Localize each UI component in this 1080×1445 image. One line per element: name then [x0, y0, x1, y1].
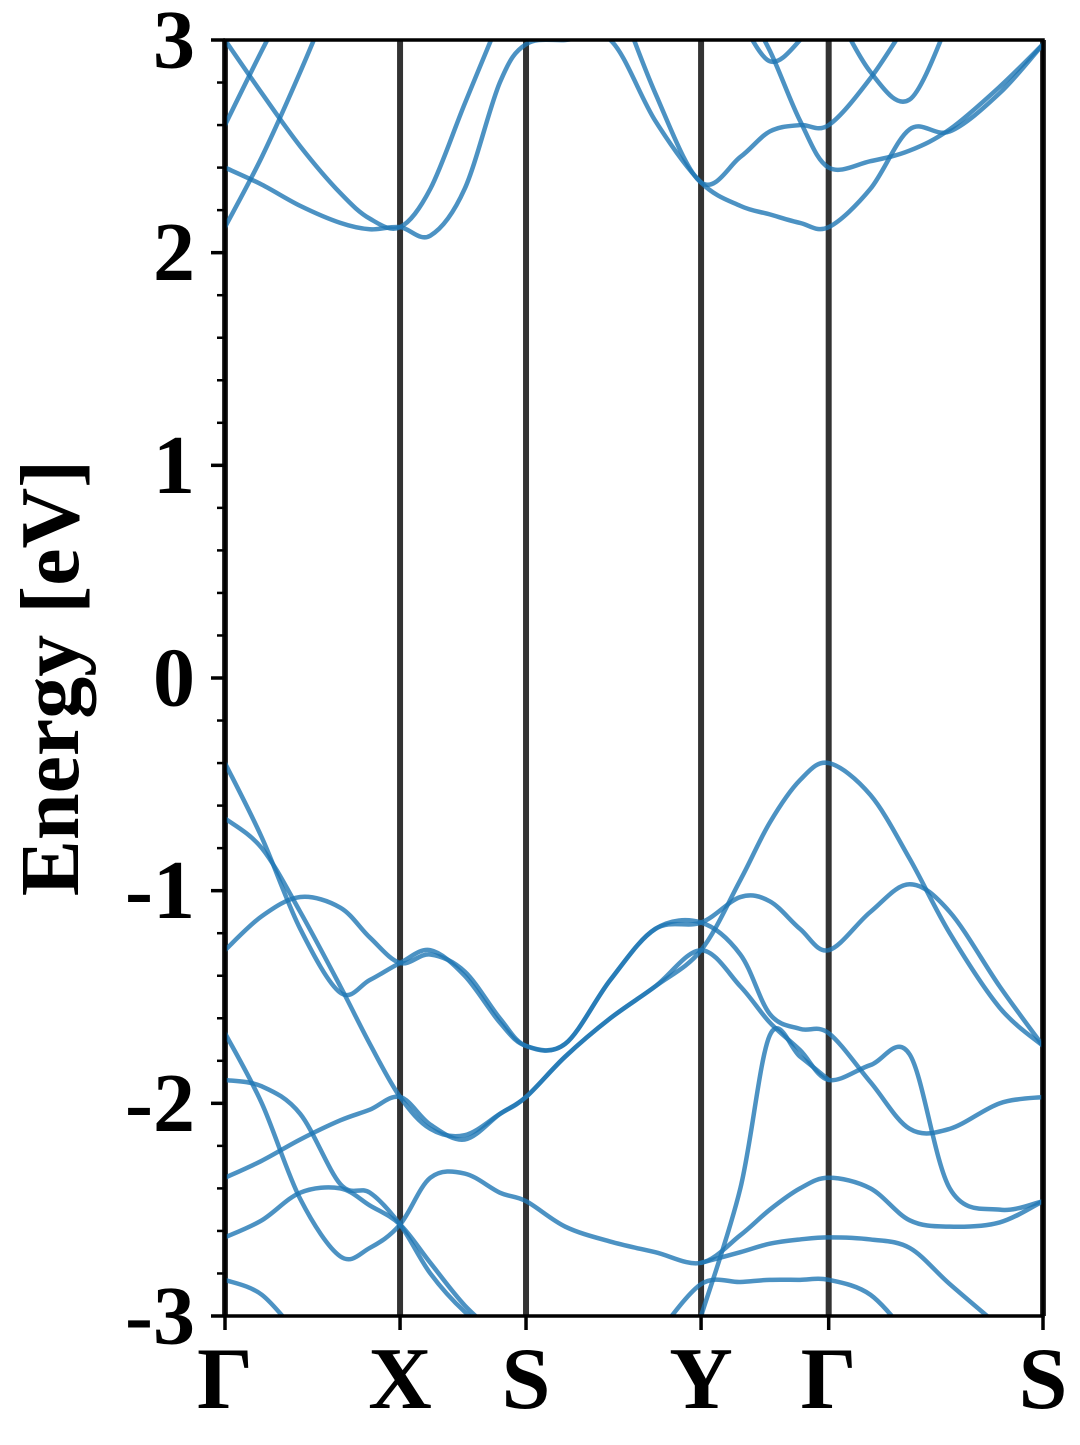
y-tick-label: -1: [125, 844, 195, 937]
y-tick-label: -3: [125, 1270, 195, 1363]
band-line: [668, 1276, 895, 1316]
band-line: [225, 947, 1043, 1213]
y-tick-label: 1: [153, 419, 195, 512]
band-line: [848, 40, 944, 104]
band-line: [631, 40, 899, 188]
y-axis-label: Energy [eV]: [4, 460, 97, 896]
band-line: [225, 40, 317, 230]
y-tick-label: -2: [125, 1057, 195, 1150]
band-line: [225, 1077, 474, 1316]
x-tick-label: Y: [669, 1331, 733, 1428]
band-line: [698, 1235, 991, 1316]
band-line: [225, 1030, 1043, 1266]
y-tick-label: 2: [153, 206, 195, 299]
symmetry-lines: [222, 40, 1046, 1316]
band-line: [698, 1025, 831, 1316]
x-tick-label: S: [1019, 1331, 1068, 1428]
x-tick-label: Γ: [801, 1331, 857, 1428]
band-line: [225, 894, 1043, 1136]
band-line: [225, 1277, 286, 1316]
x-tick-label: X: [368, 1331, 432, 1428]
band-line: [749, 40, 803, 65]
band-line: [225, 40, 270, 128]
plot-frame: [223, 38, 1045, 1318]
bands: [225, 40, 1043, 1316]
band-line: [225, 40, 494, 231]
band-line: [761, 40, 1043, 173]
band-line: [225, 1185, 479, 1316]
y-tick-label: 3: [153, 0, 195, 87]
band-line: [225, 40, 1043, 240]
y-tick-label: 0: [153, 632, 195, 725]
band-line: [225, 760, 1043, 1053]
x-tick-label: S: [502, 1331, 551, 1428]
x-tick-label: Γ: [197, 1331, 253, 1428]
